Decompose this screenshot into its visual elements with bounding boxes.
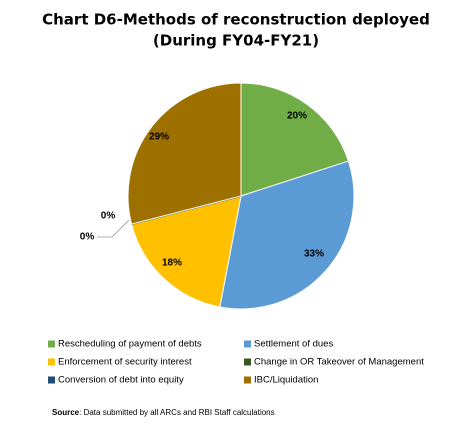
legend-label: Conversion of debt into equity [58,375,184,386]
legend-label: Enforcement of security interest [58,357,192,368]
source: Source: Data submitted by all ARCs and R… [52,408,275,417]
legend-swatch [48,376,55,384]
chart-title: Chart D6-Methods of reconstruction deplo… [42,11,430,29]
data-label: 29% [149,132,169,143]
data-label: 20% [287,111,307,122]
source-label: Source [52,408,80,417]
leader-line [97,219,130,238]
legend-swatch [48,340,55,348]
legend-label: Rescheduling of payment of debts [58,339,202,350]
data-label: 18% [162,258,182,269]
pie-slice [219,160,355,310]
data-label: 0% [80,232,95,243]
legend-swatch [244,376,251,384]
legend-swatch [48,358,55,366]
source-text: : Data submitted by all ARCs and RBI Sta… [79,408,275,417]
legend-swatch [244,340,251,348]
legend-label: IBC/Liquidation [254,375,318,386]
legend-label: Change in OR Takeover of Management [254,357,424,368]
pie-slice [127,82,242,225]
pie-slice [240,82,350,197]
data-label: 0% [101,211,116,222]
legend-swatch [244,358,251,366]
legend-label: Settlement of dues [254,339,333,350]
data-label: 33% [304,249,324,260]
chart-subtitle: (During FY04-FY21) [153,32,319,50]
pie-slice [130,195,242,308]
